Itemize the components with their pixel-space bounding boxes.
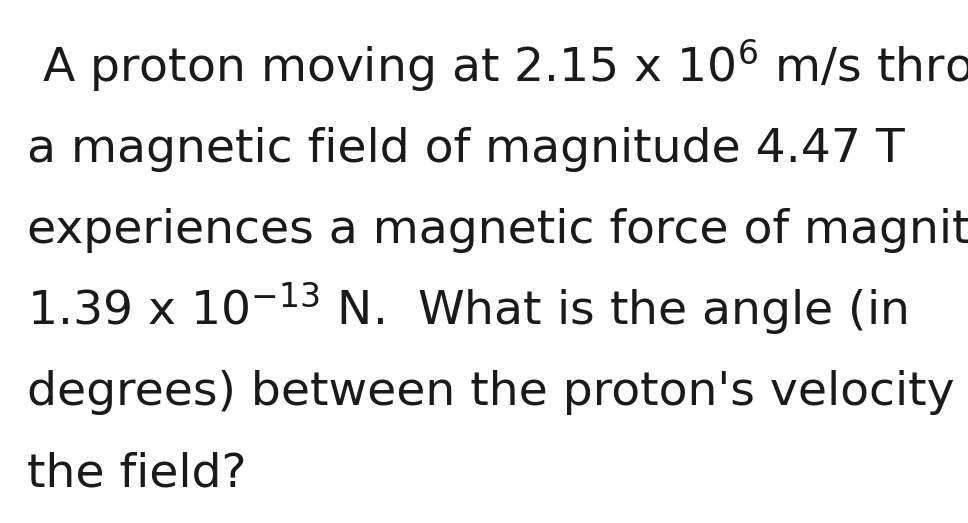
Text: the field?: the field? (27, 451, 247, 496)
Text: 1.39 x $\mathregular{10^{-13}}$ N.  What is the angle (in: 1.39 x $\mathregular{10^{-13}}$ N. What … (27, 280, 907, 337)
Text: degrees) between the proton's velocity and: degrees) between the proton's velocity a… (27, 370, 968, 415)
Text: a magnetic field of magnitude 4.47 T: a magnetic field of magnitude 4.47 T (27, 127, 905, 172)
Text: A proton moving at 2.15 x $\mathregular{10^{6}}$ m/s through: A proton moving at 2.15 x $\mathregular{… (27, 37, 968, 94)
Text: experiences a magnetic force of magnitude: experiences a magnetic force of magnitud… (27, 208, 968, 253)
